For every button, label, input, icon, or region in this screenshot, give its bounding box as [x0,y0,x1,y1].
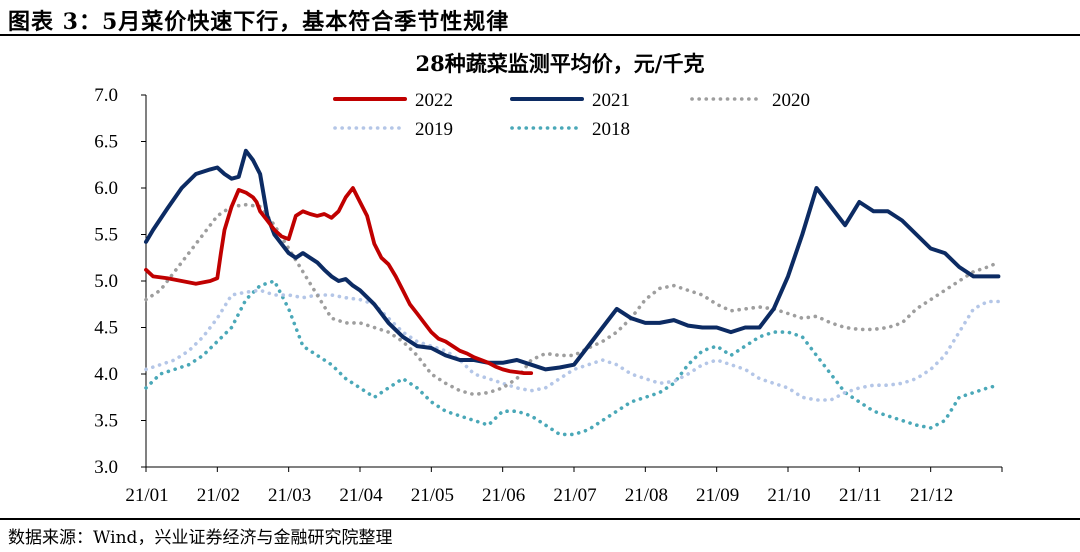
axes: 3.0 3.5 4.0 4.5 5.0 5.5 6.0 6.5 7.0 21/01 21/02 21/… [94,85,1003,506]
x-tick-label: 21/02 [197,485,240,506]
y-tick-label: 5.0 [94,271,118,292]
legend-label-2021: 2021 [592,90,630,111]
y-tick-label: 4.5 [94,318,118,339]
series-line-2022 [144,186,534,376]
x-tick-label: 21/12 [910,485,953,506]
x-tick-label: 21/06 [482,485,525,506]
legend: 2022 2021 2020 2019 2018 [333,90,810,140]
x-tick-label: 21/11 [839,485,882,506]
top-rule [0,34,1080,36]
series-line-2019 [144,288,1001,402]
y-tick-label: 3.0 [94,457,118,478]
legend-label-2019: 2019 [415,119,453,140]
y-tick-label: 3.5 [94,411,118,432]
legend-label-2020: 2020 [772,90,810,111]
x-tick-label: 21/08 [625,485,668,506]
legend-label-2022: 2022 [415,90,453,111]
y-tick-label: 5.5 [94,225,118,246]
series-line-2020 [144,202,1001,397]
chart-title: 28种蔬菜监测平均价，元/千克 [416,51,705,76]
x-tick-label: 21/09 [696,485,739,506]
y-tick-label: 4.0 [94,364,118,385]
series-line-2018 [144,279,1001,437]
y-tick-label: 7.0 [94,85,118,106]
series-layer [144,148,1001,437]
x-tick-label: 21/01 [125,485,168,506]
x-tick-label: 21/07 [553,485,596,506]
bottom-rule [0,518,1080,520]
y-tick-label: 6.5 [94,132,118,153]
legend-label-2018: 2018 [592,119,630,140]
x-tick-label: 21/04 [339,485,383,506]
source-note: 数据来源：Wind，兴业证券经济与金融研究院整理 [8,528,393,548]
x-tick-label: 21/03 [268,485,311,506]
y-tick-label: 6.0 [94,178,118,199]
series-line-2021 [144,148,1001,372]
figure-title: 图表 3：5月菜价快速下行，基本符合季节性规律 [8,9,510,35]
x-tick-label: 21/05 [411,485,454,506]
x-tick-label: 21/10 [767,485,810,506]
